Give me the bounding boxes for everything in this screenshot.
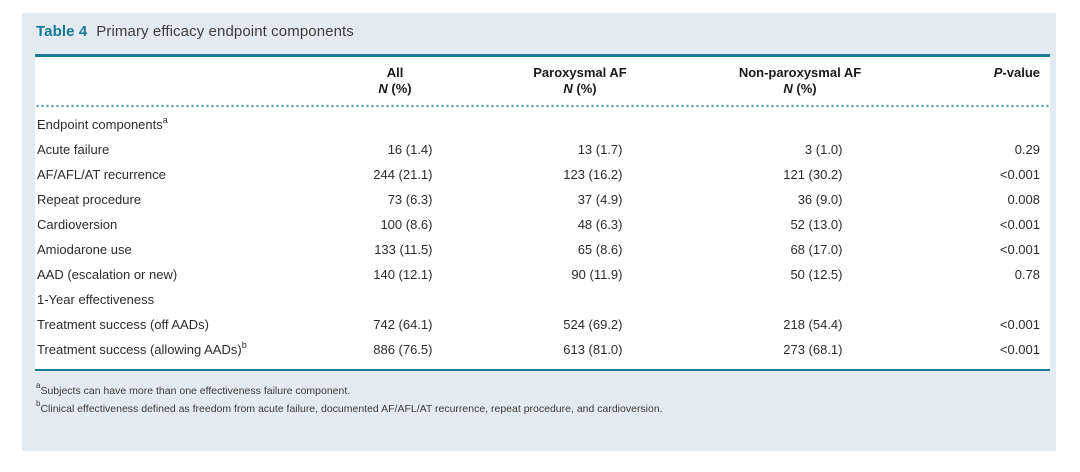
cell-pvalue: 0.008	[1007, 192, 1040, 207]
footnote-a-text: Subjects can have more than one effectiv…	[40, 385, 351, 397]
table-caption: Primary efficacy endpoint components	[96, 23, 354, 40]
cell-nonparoxysmal: 52 (13.0)	[790, 217, 843, 232]
table-row: Amiodarone use 133 (11.5) 65 (8.6) 68 (1…	[35, 237, 1050, 262]
cell-all: 244 (21.1)	[373, 167, 433, 182]
cell-all	[315, 287, 475, 312]
cell-nonparoxysmal: 3 (1.0)	[804, 142, 843, 157]
dotted-rule	[35, 104, 1050, 108]
cell-nonparoxysmal	[685, 287, 915, 312]
footnote-marker: b	[241, 339, 247, 350]
cell-paroxysmal	[475, 287, 685, 312]
cell-paroxysmal: 524 (69.2)	[563, 317, 623, 332]
column-header-all: All N (%)	[315, 57, 475, 102]
section-row: 1-Year effectiveness	[35, 287, 1050, 312]
cell-nonparoxysmal: 68 (17.0)	[790, 242, 843, 257]
cell-all: 140 (12.1)	[373, 267, 433, 282]
table-row: Acute failure 16 (1.4) 13 (1.7) 3 (1.0) …	[35, 137, 1050, 162]
row-label: 1-Year effectiveness	[37, 292, 155, 307]
cell-pvalue	[915, 112, 1050, 137]
column-header-nonparoxysmal: Non-paroxysmal AF N (%)	[685, 57, 915, 102]
footnote-b: bClinical effectiveness defined as freed…	[36, 398, 1051, 418]
column-header-empty	[35, 57, 315, 102]
table-row: Repeat procedure 73 (6.3) 37 (4.9) 36 (9…	[35, 187, 1050, 212]
table-container: All N (%) Paroxysmal AF N (%) Non-paroxy…	[35, 54, 1050, 371]
row-label: AAD (escalation or new)	[37, 267, 178, 282]
cell-all: 886 (76.5)	[373, 342, 433, 357]
cell-all	[315, 112, 475, 137]
row-label: Treatment success (off AADs)	[37, 317, 209, 332]
dotted-separator	[35, 102, 1050, 112]
table-number: Table 4	[36, 23, 88, 40]
cell-pvalue: <0.001	[999, 342, 1040, 357]
table-row: AF/AFL/AT recurrence 244 (21.1) 123 (16.…	[35, 162, 1050, 187]
cell-nonparoxysmal: 121 (30.2)	[783, 167, 843, 182]
cell-paroxysmal: 613 (81.0)	[563, 342, 623, 357]
table-row: Cardioversion 100 (8.6) 48 (6.3) 52 (13.…	[35, 212, 1050, 237]
cell-pvalue: <0.001	[999, 167, 1040, 182]
table-row: Treatment success (off AADs) 742 (64.1) …	[35, 312, 1050, 337]
column-header-pvalue: P-value	[993, 65, 1040, 80]
section-row: Endpoint componentsa	[35, 112, 1050, 137]
column-header-nonparoxysmal-label: Non-paroxysmal AF	[738, 65, 862, 80]
row-label: Repeat procedure	[37, 192, 142, 207]
footnote-marker: a	[162, 114, 168, 125]
row-label: AF/AFL/AT recurrence	[37, 167, 166, 182]
cell-nonparoxysmal: 36 (9.0)	[797, 192, 843, 207]
cell-pvalue: 0.29	[1014, 142, 1040, 157]
column-header-nonparoxysmal-unit: N (%)	[783, 81, 817, 96]
column-header-all-label: All	[386, 65, 404, 80]
cell-nonparoxysmal: 273 (68.1)	[783, 342, 843, 357]
column-header-paroxysmal-unit: N (%)	[563, 81, 597, 96]
column-header-all-unit: N (%)	[378, 81, 412, 96]
column-header-paroxysmal: Paroxysmal AF N (%)	[475, 57, 685, 102]
table-title: Table 4 Primary efficacy endpoint compone…	[35, 23, 1051, 40]
footnotes: aSubjects can have more than one effecti…	[35, 380, 1051, 419]
table-row: AAD (escalation or new) 140 (12.1) 90 (1…	[35, 262, 1050, 287]
cell-pvalue: <0.001	[999, 217, 1040, 232]
cell-paroxysmal: 123 (16.2)	[563, 167, 623, 182]
cell-pvalue: <0.001	[999, 242, 1040, 257]
footnote-a: aSubjects can have more than one effecti…	[36, 380, 1051, 400]
cell-paroxysmal: 37 (4.9)	[577, 192, 623, 207]
row-label: Amiodarone use	[37, 242, 132, 257]
row-label: Cardioversion	[37, 217, 118, 232]
header-row: All N (%) Paroxysmal AF N (%) Non-paroxy…	[35, 57, 1050, 102]
footnote-b-text: Clinical effectiveness defined as freedo…	[40, 403, 663, 416]
row-label: Treatment success (allowing AADs)b	[37, 339, 247, 357]
row-label: Endpoint componentsa	[37, 114, 168, 132]
footnote-b-marker: b	[36, 398, 41, 408]
cell-all: 742 (64.1)	[373, 317, 433, 332]
column-header-paroxysmal-label: Paroxysmal AF	[533, 65, 627, 80]
efficacy-table: All N (%) Paroxysmal AF N (%) Non-paroxy…	[35, 57, 1050, 362]
cell-all: 100 (8.6)	[380, 217, 433, 232]
cell-pvalue	[915, 287, 1050, 312]
cell-nonparoxysmal: 218 (54.4)	[783, 317, 843, 332]
cell-paroxysmal: 13 (1.7)	[577, 142, 623, 157]
cell-nonparoxysmal	[685, 112, 915, 137]
table-card: Table 4 Primary efficacy endpoint compone…	[22, 13, 1056, 451]
cell-pvalue: <0.001	[999, 317, 1040, 332]
footnote-a-marker: a	[36, 380, 41, 390]
cell-all: 16 (1.4)	[387, 142, 433, 157]
cell-paroxysmal	[475, 112, 685, 137]
cell-all: 133 (11.5)	[374, 242, 433, 257]
cell-all: 73 (6.3)	[387, 192, 433, 207]
cell-nonparoxysmal: 50 (12.5)	[790, 267, 843, 282]
cell-paroxysmal: 90 (11.9)	[571, 267, 623, 282]
cell-pvalue: 0.78	[1014, 267, 1040, 282]
cell-paroxysmal: 65 (8.6)	[577, 242, 623, 257]
cell-paroxysmal: 48 (6.3)	[577, 217, 623, 232]
table-row: Treatment success (allowing AADs)b 886 (…	[35, 337, 1050, 362]
row-label: Acute failure	[37, 142, 110, 157]
